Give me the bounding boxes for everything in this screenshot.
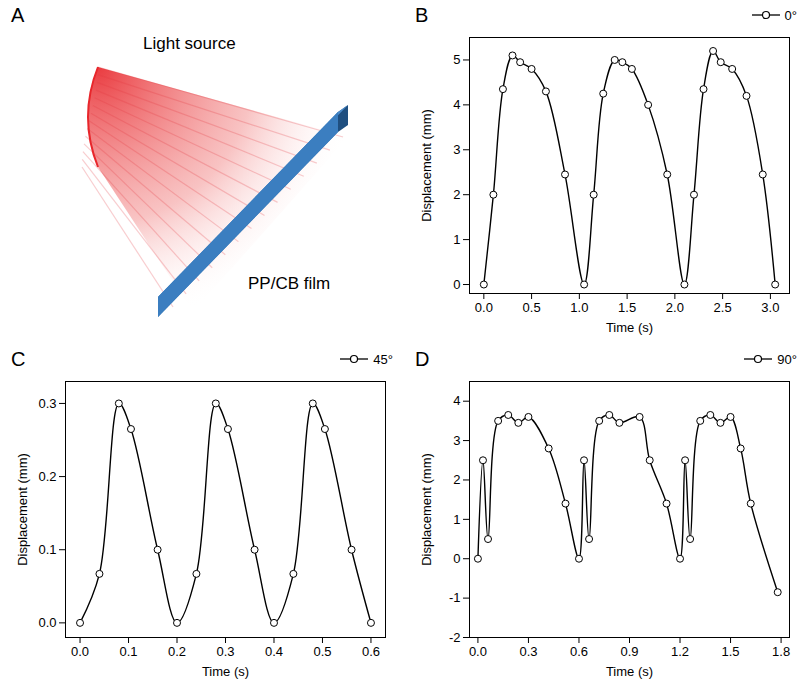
html-text:0°: 0° [784, 7, 797, 23]
svg-text:0.0: 0.0 [71, 644, 89, 659]
svg-text:0.0: 0.0 [38, 615, 56, 630]
svg-text:0.1: 0.1 [119, 644, 137, 659]
svg-text:Time (s): Time (s) [606, 664, 653, 679]
svg-text:2: 2 [453, 187, 460, 202]
svg-text:0.4: 0.4 [265, 644, 283, 659]
svg-text:0.6: 0.6 [570, 644, 588, 659]
svg-text:1.8: 1.8 [772, 644, 790, 659]
html-text:A: A [11, 3, 25, 26]
svg-text:1.0: 1.0 [570, 300, 588, 315]
svg-text:0.5: 0.5 [523, 300, 541, 315]
svg-text:0: 0 [453, 277, 460, 292]
svg-text:1.5: 1.5 [618, 300, 636, 315]
svg-text:3: 3 [453, 142, 460, 157]
svg-text:5: 5 [453, 52, 460, 67]
svg-text:-1: -1 [449, 590, 461, 605]
svg-text:0.5: 0.5 [313, 644, 331, 659]
svg-text:2: 2 [453, 472, 460, 487]
svg-text:3.0: 3.0 [761, 300, 779, 315]
svg-text:0.3: 0.3 [216, 644, 234, 659]
svg-text:0.0: 0.0 [475, 300, 493, 315]
svg-text:Displacement (mm): Displacement (mm) [419, 453, 434, 566]
svg-text:2.5: 2.5 [714, 300, 732, 315]
svg-text:3: 3 [453, 433, 460, 448]
svg-text:1: 1 [453, 512, 460, 527]
svg-text:0.2: 0.2 [38, 469, 56, 484]
html-text:B: B [415, 3, 429, 26]
html-text:C: C [11, 347, 26, 370]
svg-text:0.0: 0.0 [469, 644, 487, 659]
svg-text:0.9: 0.9 [620, 644, 638, 659]
svg-text:4: 4 [453, 393, 460, 408]
svg-text:Displacement (mm): Displacement (mm) [15, 453, 30, 566]
svg-text:Light source: Light source [143, 34, 236, 53]
svg-text:1.5: 1.5 [722, 644, 740, 659]
svg-text:4: 4 [453, 97, 460, 112]
svg-text:Time (s): Time (s) [202, 664, 249, 679]
html-text:90°: 90° [777, 351, 797, 367]
svg-text:0: 0 [453, 551, 460, 566]
svg-text:0.2: 0.2 [168, 644, 186, 659]
svg-text:0.3: 0.3 [519, 644, 537, 659]
svg-text:-2: -2 [449, 630, 461, 645]
svg-text:1.2: 1.2 [671, 644, 689, 659]
svg-text:Time (s): Time (s) [606, 320, 653, 335]
html-text:D: D [415, 347, 430, 370]
html-text:45°: 45° [373, 351, 393, 367]
svg-text:0.6: 0.6 [362, 644, 380, 659]
svg-text:0.1: 0.1 [38, 542, 56, 557]
svg-text:1: 1 [453, 232, 460, 247]
svg-text:2.0: 2.0 [666, 300, 684, 315]
svg-text:0.3: 0.3 [38, 396, 56, 411]
svg-text:PP/CB film: PP/CB film [248, 274, 330, 293]
svg-text:Displacement (mm): Displacement (mm) [419, 109, 434, 222]
